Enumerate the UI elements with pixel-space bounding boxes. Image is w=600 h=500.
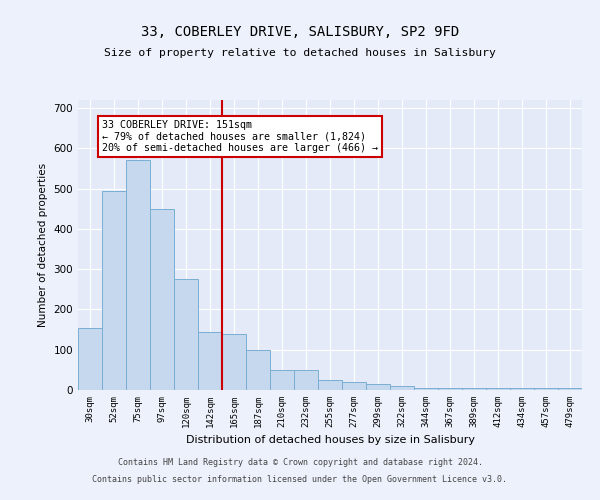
Bar <box>438 388 462 390</box>
Bar <box>486 388 510 390</box>
Bar <box>270 370 294 390</box>
Bar <box>222 334 246 390</box>
Text: 33 COBERLEY DRIVE: 151sqm
← 79% of detached houses are smaller (1,824)
20% of se: 33 COBERLEY DRIVE: 151sqm ← 79% of detac… <box>102 120 378 154</box>
Bar <box>102 190 126 390</box>
X-axis label: Distribution of detached houses by size in Salisbury: Distribution of detached houses by size … <box>185 436 475 446</box>
Bar <box>414 388 438 390</box>
Bar <box>126 160 150 390</box>
Text: Contains public sector information licensed under the Open Government Licence v3: Contains public sector information licen… <box>92 476 508 484</box>
Bar <box>246 350 270 390</box>
Bar <box>174 279 198 390</box>
Bar <box>198 332 222 390</box>
Bar <box>558 388 582 390</box>
Text: Contains HM Land Registry data © Crown copyright and database right 2024.: Contains HM Land Registry data © Crown c… <box>118 458 482 467</box>
Bar <box>78 328 102 390</box>
Bar <box>318 380 342 390</box>
Bar <box>462 388 486 390</box>
Bar <box>534 388 558 390</box>
Bar <box>390 386 414 390</box>
Bar <box>150 209 174 390</box>
Bar <box>366 384 390 390</box>
Text: Size of property relative to detached houses in Salisbury: Size of property relative to detached ho… <box>104 48 496 58</box>
Y-axis label: Number of detached properties: Number of detached properties <box>38 163 48 327</box>
Bar <box>342 382 366 390</box>
Text: 33, COBERLEY DRIVE, SALISBURY, SP2 9FD: 33, COBERLEY DRIVE, SALISBURY, SP2 9FD <box>141 26 459 40</box>
Bar <box>294 370 318 390</box>
Bar <box>510 388 534 390</box>
